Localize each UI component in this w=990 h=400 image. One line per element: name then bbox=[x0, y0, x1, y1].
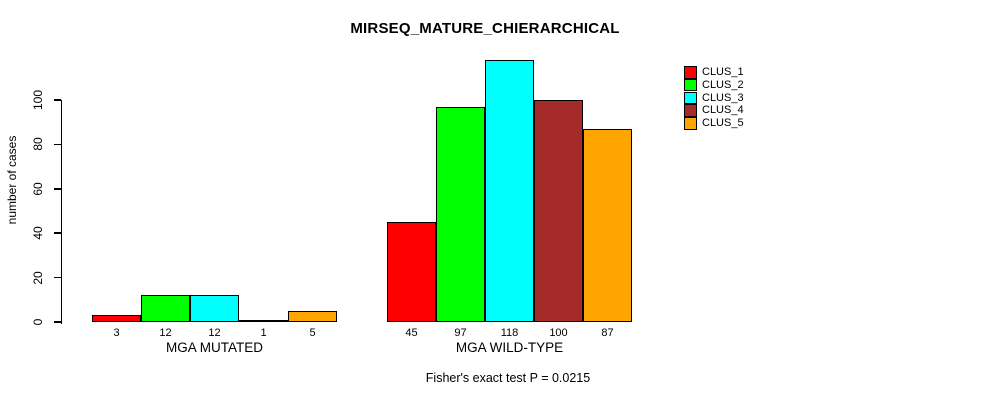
legend-label: CLUS_4 bbox=[702, 104, 744, 117]
bar-value-label: 97 bbox=[454, 327, 467, 339]
bar-value-label: 5 bbox=[309, 327, 316, 339]
y-tick bbox=[53, 276, 61, 279]
y-tick bbox=[53, 143, 61, 146]
annotation-text: Fisher's exact test P = 0.0215 bbox=[425, 371, 591, 385]
bar-value-label: 1 bbox=[260, 327, 267, 339]
y-tick bbox=[53, 321, 61, 323]
category-label: MGA WILD-TYPE bbox=[455, 340, 564, 355]
y-tick-label: 60 bbox=[31, 182, 45, 196]
y-tick-label: 0 bbox=[31, 318, 45, 326]
bar bbox=[92, 315, 141, 322]
bar-value-label: 118 bbox=[500, 327, 519, 339]
bar bbox=[190, 295, 239, 322]
bar bbox=[436, 106, 485, 322]
y-tick bbox=[53, 188, 61, 190]
bar-value-label: 12 bbox=[208, 327, 221, 339]
bar-value-label: 100 bbox=[549, 327, 568, 339]
bar bbox=[239, 319, 288, 322]
bar-value-label: 12 bbox=[159, 327, 172, 339]
legend-label: CLUS_5 bbox=[702, 117, 744, 130]
category-label: MGA MUTATED bbox=[166, 340, 263, 355]
legend-swatch bbox=[684, 91, 697, 105]
bar-value-label: 87 bbox=[601, 327, 614, 339]
y-tick-label: 20 bbox=[31, 270, 45, 285]
bar-value-label: 3 bbox=[113, 327, 120, 339]
legend-label: CLUS_3 bbox=[702, 91, 744, 104]
legend-swatch bbox=[684, 66, 697, 79]
bar bbox=[485, 60, 534, 322]
bar bbox=[141, 295, 190, 322]
bar bbox=[534, 100, 583, 322]
y-axis-title: number of cases bbox=[5, 135, 19, 225]
legend-label: CLUS_1 bbox=[702, 66, 744, 78]
legend-label: CLUS_2 bbox=[702, 78, 744, 91]
y-tick bbox=[53, 232, 61, 234]
chart-title: MIRSEQ_MATURE_CHIERARCHICAL bbox=[350, 20, 620, 37]
y-tick bbox=[53, 99, 61, 101]
legend-swatch bbox=[684, 78, 697, 92]
legend-swatch bbox=[684, 117, 697, 130]
y-tick-label: 80 bbox=[31, 137, 45, 152]
y-axis-line bbox=[60, 100, 62, 324]
bar bbox=[288, 310, 337, 322]
bar bbox=[583, 128, 632, 322]
bar bbox=[387, 222, 436, 322]
bar-value-label: 45 bbox=[405, 327, 418, 339]
legend-swatch bbox=[684, 104, 697, 117]
y-tick-label: 40 bbox=[31, 226, 45, 240]
y-tick-label: 100 bbox=[31, 89, 45, 111]
